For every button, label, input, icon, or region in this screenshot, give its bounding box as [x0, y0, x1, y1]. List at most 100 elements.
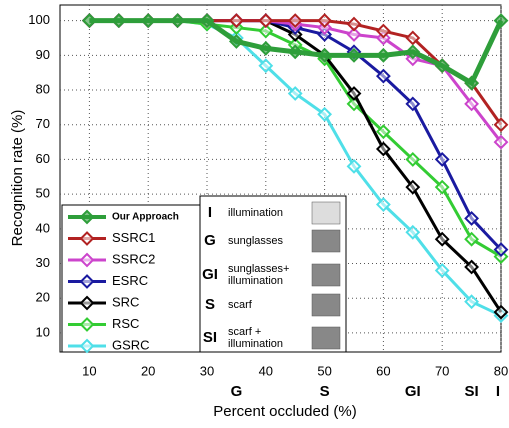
occlusion-code: I — [208, 204, 212, 221]
face-thumbnail — [311, 229, 341, 253]
occlusion-description: scarf — [228, 299, 253, 311]
y-tick-label: 50 — [36, 186, 50, 201]
occlusion-code: G — [204, 232, 216, 249]
data-point — [228, 34, 244, 49]
legend-label: SSRC2 — [112, 251, 155, 266]
data-point — [434, 231, 450, 247]
data-point — [493, 117, 509, 133]
occlusion-marker: G — [231, 383, 243, 400]
data-point — [346, 47, 362, 63]
data-point — [346, 16, 362, 32]
data-point — [287, 13, 303, 29]
x-axis-title: Percent occluded (%) — [213, 403, 356, 420]
y-tick-label: 20 — [36, 290, 50, 305]
data-point — [375, 124, 391, 140]
data-point — [493, 13, 509, 29]
x-tick-label: 20 — [141, 363, 155, 378]
data-point — [346, 86, 362, 101]
legend-label: Our Approach — [112, 212, 179, 223]
data-point — [405, 224, 421, 240]
data-point — [375, 197, 391, 212]
y-tick-label: 100 — [28, 12, 50, 27]
series — [81, 13, 509, 91]
data-point — [375, 47, 391, 63]
data-point — [81, 13, 97, 29]
y-tick-label: 40 — [36, 220, 50, 235]
y-tick-label: 80 — [36, 81, 50, 96]
data-point — [287, 44, 303, 60]
legend-label: RSC — [112, 316, 139, 331]
data-point — [464, 210, 480, 226]
data-point — [405, 179, 421, 195]
legend-marker — [79, 274, 95, 289]
x-tick-label: 70 — [435, 363, 449, 378]
occlusion-description: scarf + — [228, 326, 261, 338]
data-point — [258, 13, 274, 29]
data-point — [405, 30, 421, 46]
data-point — [434, 263, 450, 278]
legend-label: ESRC — [112, 273, 148, 288]
data-point — [111, 13, 127, 29]
occlusion-description: illumination — [228, 338, 283, 350]
occlusion-code: GI — [202, 266, 218, 283]
y-tick-label: 60 — [36, 151, 50, 166]
data-point — [317, 106, 333, 122]
occlusion-code: SI — [203, 329, 217, 346]
occlusion-marker: SI — [465, 383, 479, 400]
y-tick-label: 70 — [36, 116, 50, 131]
data-point — [140, 13, 156, 29]
data-point — [258, 58, 274, 74]
occlusion-description: sunglasses+ — [228, 263, 289, 275]
legend-marker — [79, 231, 95, 246]
legend-marker — [79, 252, 95, 268]
data-point — [228, 13, 244, 29]
x-tick-label: 80 — [494, 363, 508, 378]
data-point — [493, 304, 509, 320]
data-point — [405, 96, 421, 112]
legend-label: SRC — [112, 294, 139, 309]
y-axis-title: Recognition rate (%) — [9, 110, 26, 247]
data-point — [493, 134, 509, 150]
data-point — [464, 294, 480, 310]
data-point — [464, 96, 480, 112]
data-point — [493, 242, 509, 258]
y-tick-label: 10 — [36, 324, 50, 339]
y-tick-label: 90 — [36, 47, 50, 62]
data-point — [346, 158, 362, 174]
data-point — [317, 13, 333, 29]
data-point — [405, 152, 421, 167]
data-point — [434, 152, 450, 167]
legend-marker — [79, 317, 95, 332]
data-point — [317, 47, 333, 63]
x-tick-label: 40 — [259, 363, 273, 378]
legend-label: GSRC — [112, 337, 150, 352]
x-tick-label: 60 — [376, 363, 390, 378]
occlusion-description: illumination — [228, 207, 283, 219]
data-point — [199, 13, 215, 29]
face-thumbnail — [311, 263, 341, 287]
x-tick-label: 50 — [317, 363, 331, 378]
occlusion-marker: GI — [405, 383, 421, 400]
data-point — [258, 23, 274, 39]
data-point — [434, 58, 450, 74]
x-tick-label: 10 — [82, 363, 96, 378]
occlusion-code: S — [205, 296, 215, 313]
data-point — [434, 179, 450, 195]
occlusion-marker: I — [496, 383, 500, 400]
data-point — [405, 44, 421, 60]
occlusion-description: sunglasses — [228, 235, 284, 247]
data-point — [375, 68, 391, 84]
y-tick-label: 30 — [36, 255, 50, 270]
data-point — [375, 23, 391, 39]
face-thumbnail — [311, 293, 341, 317]
data-point — [464, 75, 480, 91]
data-point — [346, 27, 362, 42]
data-point — [170, 13, 186, 29]
data-point — [258, 40, 274, 56]
legend-marker — [79, 209, 95, 225]
x-tick-label: 30 — [200, 363, 214, 378]
face-thumbnail — [311, 326, 341, 350]
legend-marker — [79, 295, 95, 311]
legend-marker — [79, 338, 95, 354]
